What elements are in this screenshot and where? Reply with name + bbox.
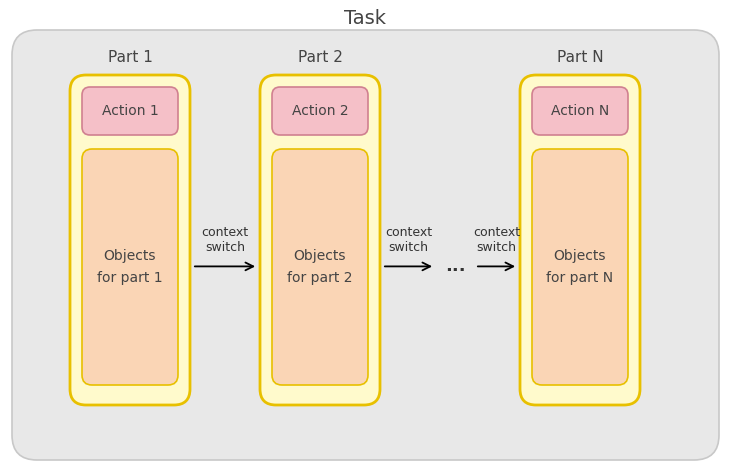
Text: context
switch: context switch (473, 227, 520, 255)
Text: Task: Task (344, 9, 386, 28)
Text: context
switch: context switch (385, 227, 432, 255)
FancyBboxPatch shape (82, 87, 178, 135)
Text: Objects
for part 1: Objects for part 1 (97, 248, 163, 285)
FancyBboxPatch shape (12, 30, 719, 460)
Text: Action N: Action N (551, 104, 609, 118)
Text: Part N: Part N (557, 50, 603, 65)
Text: Action 2: Action 2 (292, 104, 348, 118)
Text: Objects
for part 2: Objects for part 2 (287, 248, 353, 285)
FancyBboxPatch shape (532, 149, 628, 385)
FancyBboxPatch shape (70, 75, 190, 405)
FancyBboxPatch shape (520, 75, 640, 405)
Text: Action 1: Action 1 (102, 104, 159, 118)
FancyBboxPatch shape (260, 75, 380, 405)
Text: context
switch: context switch (202, 227, 249, 255)
FancyBboxPatch shape (82, 149, 178, 385)
FancyBboxPatch shape (532, 87, 628, 135)
Text: ...: ... (444, 257, 466, 276)
FancyBboxPatch shape (272, 149, 368, 385)
Text: Objects
for part N: Objects for part N (547, 248, 613, 285)
FancyBboxPatch shape (272, 87, 368, 135)
Text: Part 2: Part 2 (298, 50, 342, 65)
Text: Part 1: Part 1 (107, 50, 153, 65)
